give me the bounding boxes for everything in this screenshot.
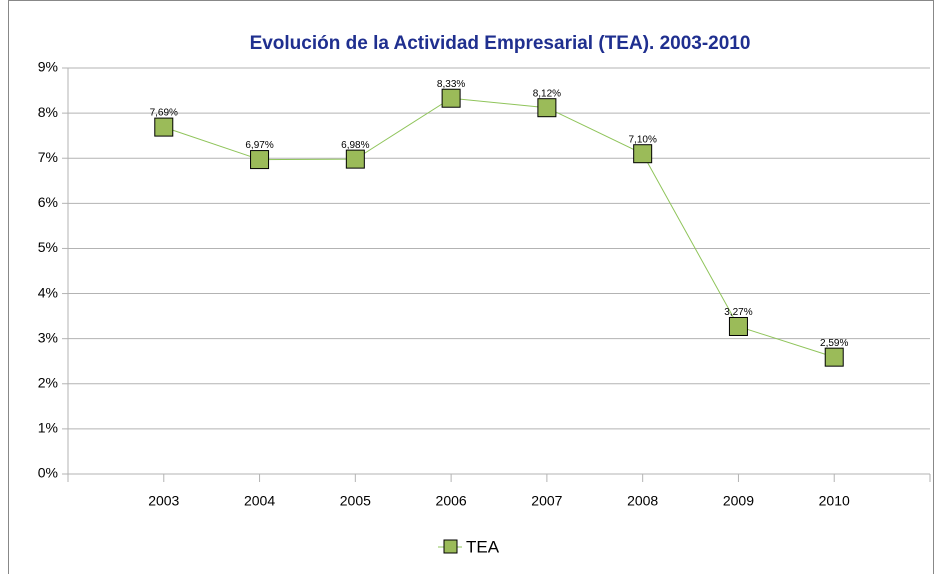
y-tick-label: 8% xyxy=(38,104,58,120)
x-tick-label: 2008 xyxy=(627,493,658,509)
y-tick-label: 5% xyxy=(38,239,58,255)
data-marker xyxy=(345,149,365,169)
x-tick-label: 2004 xyxy=(244,493,275,509)
y-tick-label: 6% xyxy=(38,194,58,210)
chart-frame xyxy=(8,0,934,574)
y-tick-label: 7% xyxy=(38,149,58,165)
y-tick-label: 1% xyxy=(38,420,58,436)
data-marker xyxy=(537,98,557,118)
chart-title: Evolución de la Actividad Empresarial (T… xyxy=(250,33,751,54)
value-label: 2,59% xyxy=(820,338,848,349)
data-marker xyxy=(824,347,844,367)
legend-label: TEA xyxy=(466,537,500,556)
x-tick-label: 2005 xyxy=(340,493,371,509)
x-tick-label: 2009 xyxy=(723,493,754,509)
value-label: 8,33% xyxy=(437,79,465,90)
x-tick-label: 2006 xyxy=(436,493,467,509)
series-line xyxy=(163,97,835,358)
value-label: 6,98% xyxy=(341,140,369,151)
data-marker xyxy=(154,117,174,137)
value-label: 7,69% xyxy=(150,108,178,119)
data-marker xyxy=(441,88,461,108)
y-tick-label: 3% xyxy=(38,329,58,345)
x-tick-label: 2003 xyxy=(148,493,179,509)
data-marker xyxy=(633,144,653,164)
value-label: 3,27% xyxy=(724,307,752,318)
y-tick-label: 2% xyxy=(38,374,58,390)
y-tick-label: 0% xyxy=(38,465,58,481)
y-tick-label: 4% xyxy=(38,284,58,300)
value-label: 7,10% xyxy=(628,134,656,145)
y-tick-label: 9% xyxy=(38,59,58,75)
data-marker xyxy=(250,150,270,170)
data-marker xyxy=(728,316,748,336)
legend-marker xyxy=(443,539,458,554)
value-label: 6,97% xyxy=(245,140,273,151)
x-tick-label: 2007 xyxy=(531,493,562,509)
value-label: 8,12% xyxy=(533,88,561,99)
x-tick-label: 2010 xyxy=(819,493,850,509)
